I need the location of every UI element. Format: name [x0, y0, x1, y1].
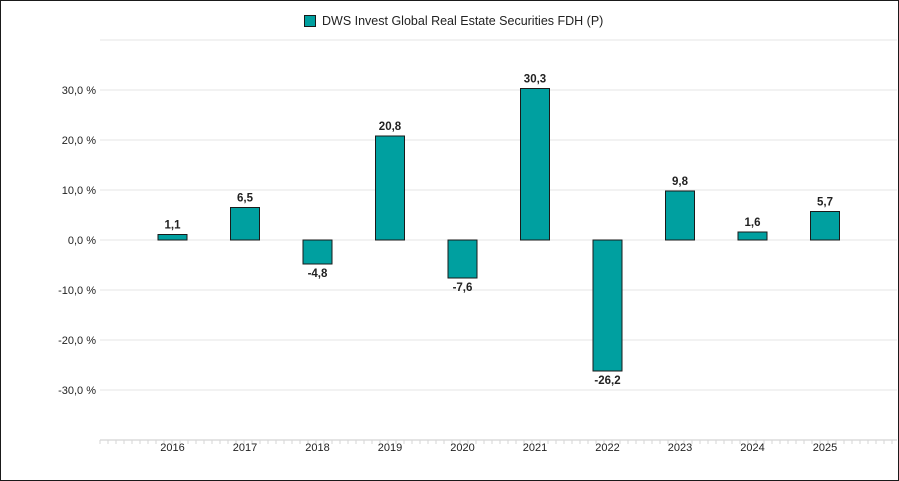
x-tick-label: 2016 [160, 442, 184, 454]
data-label: 6,5 [237, 193, 254, 205]
y-tick-label: -20,0 % [58, 335, 96, 347]
y-tick-label: 30,0 % [62, 85, 96, 97]
y-axis-ticks: 30,0 % 20,0 % 10,0 % 0,0 % -10,0 % -20,0 % -30… [58, 85, 96, 397]
x-tick-label: 2019 [378, 442, 402, 454]
bar-2019 [375, 135, 405, 241]
y-tick-label: 0,0 % [68, 235, 96, 247]
data-labels: 1,1 6,5 -4,8 20,8 -7,6 30,3 -26,2 9,8 1,6 5,7 [165, 74, 834, 388]
bars [157, 88, 840, 372]
x-tick-label: 2017 [233, 442, 257, 454]
data-label: -4,8 [308, 268, 328, 280]
x-tick-label: 2021 [523, 442, 547, 454]
x-tick-label: 2023 [668, 442, 692, 454]
bar-2025 [810, 211, 840, 241]
x-tick-label: 2025 [813, 442, 837, 454]
x-tick-label: 2024 [740, 442, 764, 454]
data-label: -26,2 [594, 375, 620, 387]
x-tick-label: 2022 [595, 442, 619, 454]
y-tick-label: -30,0 % [58, 385, 96, 397]
x-tick-label: 2020 [450, 442, 474, 454]
data-label: 20,8 [379, 121, 402, 133]
x-axis: 2016 2017 2018 2019 2020 2021 2022 2023 2024 2025 [99, 439, 897, 454]
gridlines [100, 39, 897, 391]
bar-2020 [447, 239, 478, 279]
legend-label: DWS Invest Global Real Estate Securities… [322, 14, 604, 28]
bar-2023 [665, 190, 695, 241]
bar-2022 [592, 239, 623, 372]
y-tick-label: -10,0 % [58, 285, 96, 297]
bar-2021 [520, 88, 550, 241]
legend-swatch [304, 15, 316, 27]
bar-2024 [737, 231, 768, 241]
legend: DWS Invest Global Real Estate Securities… [304, 14, 603, 28]
data-label: 1,1 [165, 220, 182, 232]
bar-2017 [230, 207, 260, 241]
data-label: 9,8 [672, 176, 689, 188]
data-label: 30,3 [524, 74, 546, 86]
data-label: -7,6 [453, 282, 473, 294]
data-label: 1,6 [745, 217, 761, 229]
y-tick-label: 10,0 % [62, 185, 96, 197]
x-tick-label: 2018 [305, 442, 329, 454]
bar-2016 [157, 234, 188, 241]
bar-2018 [302, 239, 333, 265]
data-label: 5,7 [817, 197, 833, 209]
y-tick-label: 20,0 % [62, 135, 96, 147]
